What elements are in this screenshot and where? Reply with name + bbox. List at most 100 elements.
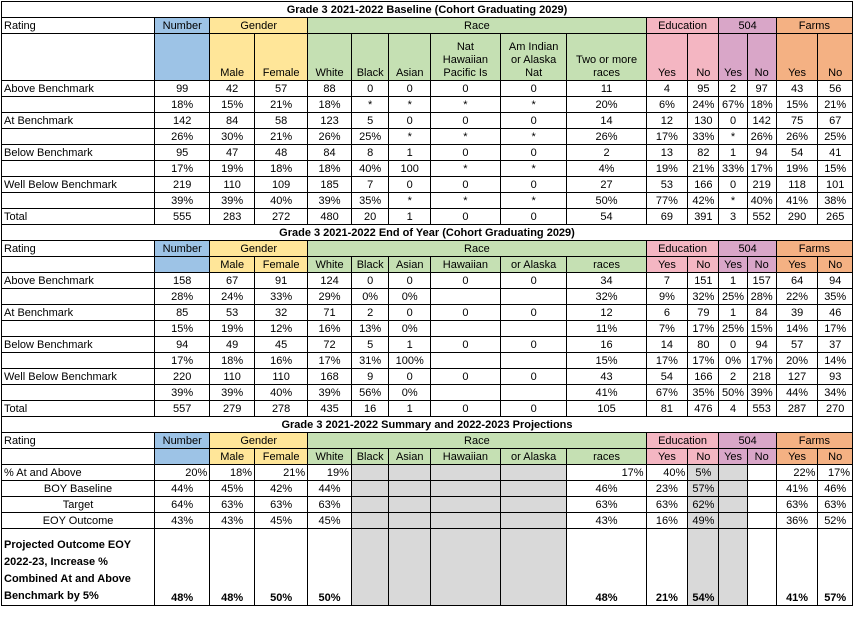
table-cell: 0 — [388, 112, 432, 129]
table-cell: 57 — [254, 80, 309, 97]
black-header: Black — [350, 256, 390, 273]
table-cell: 16% — [254, 352, 309, 369]
table-cell: 100% — [388, 352, 432, 369]
table-cell: 46% — [817, 480, 853, 497]
table-cell: 63% — [307, 496, 352, 513]
table-cell: 110 — [209, 368, 256, 385]
table-cell: 157 — [746, 272, 777, 289]
table-cell: 41% — [775, 192, 819, 209]
farms-yes-header: Yes — [775, 256, 819, 273]
table-cell: 91 — [254, 272, 309, 289]
edu-yes-header: Yes — [645, 256, 689, 273]
table-cell: 33% — [718, 160, 748, 177]
table-cell: 46 — [817, 304, 853, 321]
table-cell: 17% — [566, 464, 647, 481]
education-header: Education — [645, 432, 720, 449]
race-header: Race — [307, 17, 647, 34]
male-header: Male — [209, 256, 256, 273]
table-cell: 84 — [746, 304, 777, 321]
table-cell: 11 — [566, 80, 647, 97]
table-cell: 43 — [775, 80, 819, 97]
table-cell: 124 — [307, 272, 352, 289]
table-cell: 26% — [746, 128, 777, 145]
table-cell: 49 — [209, 336, 256, 353]
table-cell: 67% — [645, 384, 689, 401]
table-cell: 110 — [209, 176, 256, 193]
table-cell: 19% — [645, 160, 689, 177]
table-cell: 50% — [566, 192, 647, 209]
rating-header: Rating — [0, 17, 156, 34]
table-cell: 15% — [566, 352, 647, 369]
table-cell: 5% — [687, 464, 720, 481]
s504-yes-header: Yes — [718, 33, 748, 81]
table-cell — [430, 320, 501, 337]
section-title: Grade 3 2021-2022 Baseline (Cohort Gradu… — [1, 1, 853, 18]
summary-row: Target 64% 63% 63% 63% 63% 63% 62% 63% 63% — [0, 496, 853, 513]
table-cell: 40% — [350, 160, 390, 177]
table-cell: 32% — [566, 288, 647, 305]
table-cell: 0% — [388, 288, 432, 305]
table-cell: 39 — [775, 304, 819, 321]
two-races-header: Two or more races — [566, 33, 647, 81]
table-cell: 476 — [687, 400, 720, 417]
row-label: At Benchmark — [0, 112, 156, 129]
table-cell: 18% — [746, 96, 777, 113]
table-cell: 18% — [307, 160, 352, 177]
table-cell — [350, 464, 390, 481]
table-cell: 12% — [254, 320, 309, 337]
table-cell: 435 — [307, 400, 352, 417]
table-cell: 18% — [254, 160, 309, 177]
table-cell: 8 — [350, 144, 390, 161]
table-cell: 94 — [746, 336, 777, 353]
table-cell: 270 — [817, 400, 853, 417]
table-cell: 50% — [718, 384, 748, 401]
table-cell: 0% — [388, 320, 432, 337]
farms-no-header: No — [817, 448, 853, 465]
table-cell: 43 — [566, 368, 647, 385]
table-cell: 1 — [388, 208, 432, 225]
table-cell: 17% — [746, 352, 777, 369]
table-cell: 19% — [307, 464, 352, 481]
table-cell: 151 — [687, 272, 720, 289]
edu-no-header: No — [687, 448, 720, 465]
row-label: Below Benchmark — [0, 336, 156, 353]
table-cell: 80 — [687, 336, 720, 353]
table-cell: 100 — [388, 160, 432, 177]
table-cell: 0 — [430, 336, 501, 353]
table-cell: 0 — [430, 176, 501, 193]
table-cell: 0 — [718, 112, 748, 129]
white-header: White — [307, 448, 352, 465]
table-cell: 1 — [718, 272, 748, 289]
table-cell: 7 — [350, 176, 390, 193]
table-cell: 57% — [687, 480, 720, 497]
table-cell — [350, 512, 390, 529]
farms-no-header: No — [817, 256, 853, 273]
table-cell: 553 — [746, 400, 777, 417]
gender-header: Gender — [209, 240, 309, 257]
row-label — [0, 288, 156, 305]
female-header: Female — [254, 256, 309, 273]
table-cell: 21% — [645, 528, 689, 606]
table-cell: * — [430, 128, 501, 145]
table-cell: 28% — [746, 288, 777, 305]
table-cell: 278 — [254, 400, 309, 417]
table-cell: 93 — [817, 368, 853, 385]
table-cell: 97 — [746, 80, 777, 97]
table-cell: 1 — [718, 144, 748, 161]
asian-header: Asian — [388, 256, 432, 273]
table-cell: 40% — [254, 384, 309, 401]
table-cell: 46% — [566, 480, 647, 497]
table-cell: 14 — [566, 112, 647, 129]
table-row: Total 555 283 272 480 20 1 0 0 54 69 391 3 552 290 265 — [0, 208, 853, 225]
table-cell: 1 — [388, 144, 432, 161]
table-cell — [388, 480, 432, 497]
table-cell: 44% — [775, 384, 819, 401]
table-cell — [388, 496, 432, 513]
table-cell — [746, 464, 777, 481]
table-row: 39% 39% 40% 39% 35% * * * 50% 77% 42% * 40% 41% 38% — [0, 192, 853, 209]
table-cell: 94 — [746, 144, 777, 161]
table-cell: 29% — [307, 288, 352, 305]
s504-yes-header: Yes — [718, 448, 748, 465]
table-row: Above Benchmark 99 42 57 88 0 0 0 0 11 4 95 2 97 43 56 — [0, 80, 853, 97]
table-cell — [746, 496, 777, 513]
